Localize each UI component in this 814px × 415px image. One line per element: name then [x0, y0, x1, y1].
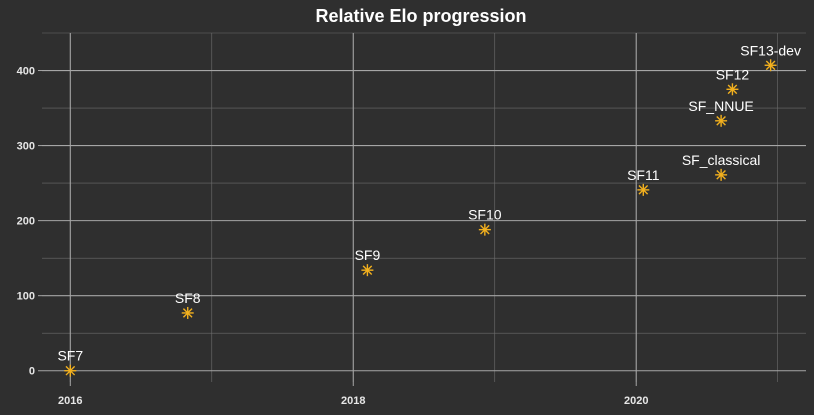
point-label: SF11	[627, 167, 660, 183]
data-point	[637, 183, 650, 196]
y-tick-label: 0	[29, 366, 35, 378]
point-label: SF12	[716, 66, 750, 82]
axis-ticks: 2016 2018 2020 0 100 200 300 400	[17, 66, 649, 407]
y-tick-label: 100	[17, 291, 35, 303]
data-point	[361, 264, 374, 277]
data-point	[715, 114, 728, 127]
data-point	[64, 364, 77, 377]
y-tick-label: 200	[17, 216, 35, 228]
data-points: SF7 SF8 SF9 SF10 SF11 SF_classical SF_NNUE SF12…	[57, 42, 801, 377]
point-label: SF13-dev	[740, 42, 801, 58]
point-label: SF10	[468, 207, 502, 223]
x-tick-label: 2016	[58, 395, 82, 407]
x-tick-label: 2018	[341, 395, 365, 407]
point-label: SF8	[175, 290, 201, 306]
data-point	[478, 223, 491, 236]
y-tick-label: 400	[17, 66, 35, 78]
x-tick-label: 2020	[624, 395, 648, 407]
grid	[42, 32, 806, 382]
data-point	[764, 59, 777, 72]
data-point	[181, 306, 194, 319]
point-label: SF7	[57, 348, 83, 364]
point-label: SF_NNUE	[688, 98, 753, 114]
chart-title: Relative Elo progression	[315, 6, 526, 26]
data-point	[715, 168, 728, 181]
data-point	[726, 83, 739, 96]
point-label: SF9	[355, 247, 381, 263]
point-label: SF_classical	[682, 152, 761, 168]
y-tick-label: 300	[17, 141, 35, 153]
